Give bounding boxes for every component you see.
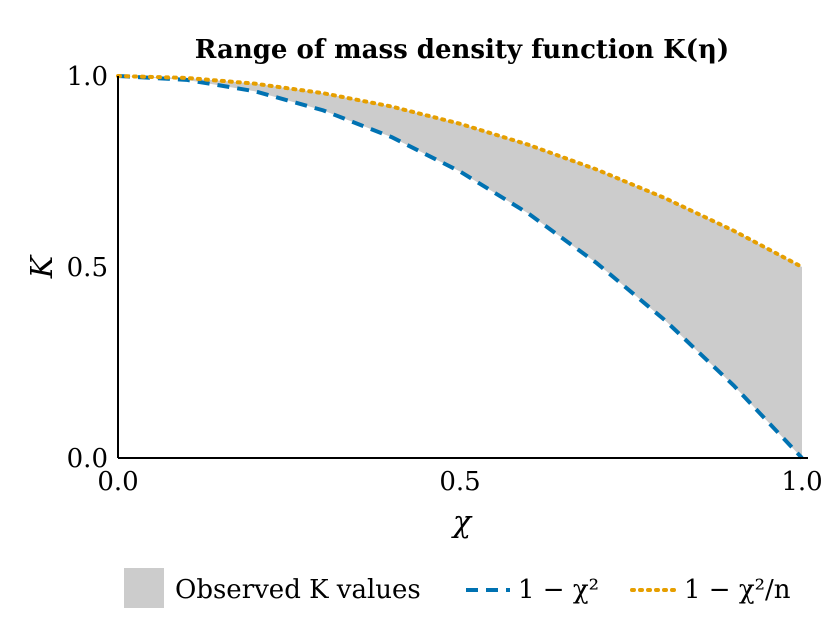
series-layer (116, 74, 804, 460)
y-tick-label: 0.5 (67, 253, 108, 283)
legend-label-upper: 1 − χ²/n (684, 575, 791, 605)
legend: Observed K values 1 − χ² 1 − χ²/n (124, 568, 791, 608)
x-tick-label: 0.0 (97, 467, 138, 497)
y-tick-label: 1.0 (67, 62, 108, 92)
x-tick-label: 1.0 (781, 467, 822, 497)
band-area (118, 76, 802, 458)
y-tick-layer: 0.0 0.5 1.0 (67, 62, 108, 474)
y-axis-label: K (25, 254, 60, 279)
series-line-upper (116, 74, 804, 269)
band-layer (118, 76, 802, 458)
x-tick-label: 0.5 (439, 467, 480, 497)
legend-swatch-band (124, 568, 164, 608)
legend-label-band: Observed K values (175, 575, 421, 605)
chart-title: Range of mass density function K(η) (195, 35, 729, 65)
x-axis-label: χ (451, 505, 473, 540)
series-line-lower (117, 74, 804, 460)
y-tick-label: 0.0 (67, 444, 108, 474)
x-tick-layer: 0.0 0.5 1.0 (97, 467, 822, 497)
legend-label-lower: 1 − χ² (518, 575, 599, 605)
